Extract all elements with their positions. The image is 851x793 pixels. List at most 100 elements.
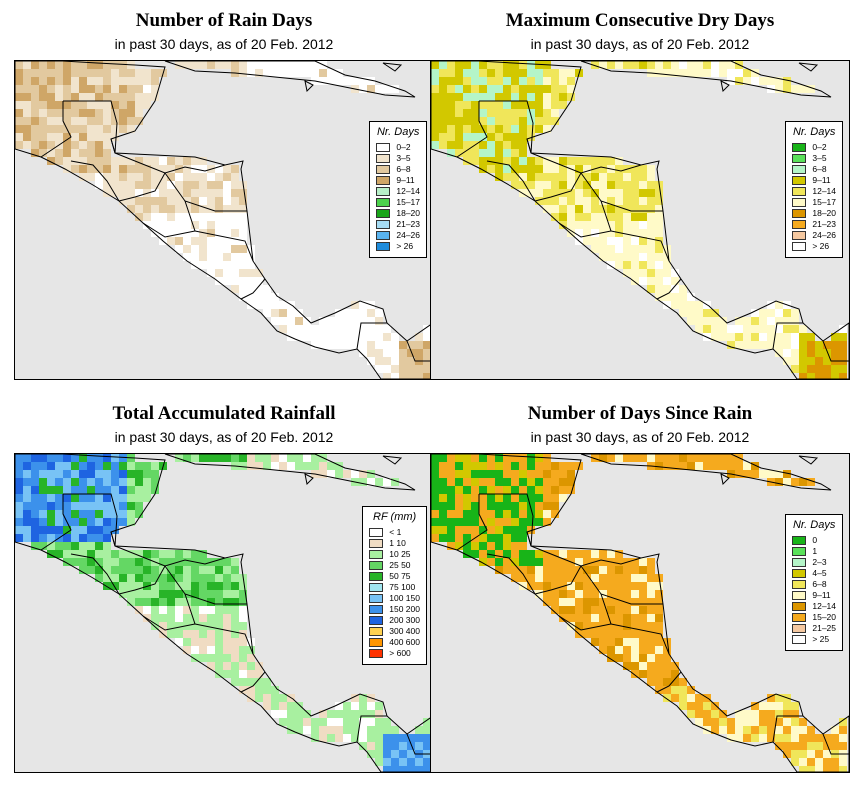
- grid-cell: [447, 125, 455, 133]
- legend-entry: 3–5: [792, 153, 836, 163]
- grid-cell: [415, 734, 423, 742]
- grid-cell: [231, 614, 239, 622]
- grid-cell: [295, 710, 303, 718]
- grid-cell: [103, 157, 111, 165]
- grid-cell: [671, 454, 679, 462]
- grid-cell: [623, 662, 631, 670]
- grid-cell: [639, 638, 647, 646]
- grid-cell: [351, 341, 359, 349]
- grid-cell: [391, 365, 399, 373]
- grid-cell: [711, 317, 719, 325]
- legend-entry: 9–11: [792, 175, 836, 185]
- grid-cell: [87, 542, 95, 550]
- grid-cell: [95, 125, 103, 133]
- grid-cell: [527, 518, 535, 526]
- grid-cell: [447, 534, 455, 542]
- grid-cell: [407, 758, 415, 766]
- grid-cell: [775, 470, 783, 478]
- grid-cell: [119, 590, 127, 598]
- grid-cell: [231, 662, 239, 670]
- grid-cell: [127, 93, 135, 101]
- grid-cell: [647, 189, 655, 197]
- grid-cell: [207, 237, 215, 245]
- grid-cell: [183, 614, 191, 622]
- grid-cell: [375, 333, 383, 341]
- grid-cell: [519, 117, 527, 125]
- grid-cell: [583, 237, 591, 245]
- grid-cell: [783, 341, 791, 349]
- grid-cell: [671, 686, 679, 694]
- grid-cell: [719, 69, 727, 77]
- grid-cell: [167, 213, 175, 221]
- grid-cell: [279, 702, 287, 710]
- grid-cell: [503, 558, 511, 566]
- grid-cell: [215, 173, 223, 181]
- grid-cell: [15, 470, 23, 478]
- grid-cell: [431, 486, 439, 494]
- grid-cell: [791, 742, 799, 750]
- grid-cell: [207, 630, 215, 638]
- grid-cell: [199, 606, 207, 614]
- grid-cell: [247, 694, 255, 702]
- grid-cell: [431, 470, 439, 478]
- grid-cell: [151, 213, 159, 221]
- grid-cell: [103, 486, 111, 494]
- grid-cell: [31, 149, 39, 157]
- grid-cell: [799, 718, 807, 726]
- grid-cell: [679, 686, 687, 694]
- grid-cell: [399, 373, 407, 379]
- grid-cell: [591, 229, 599, 237]
- grid-cell: [127, 85, 135, 93]
- grid-cell: [607, 454, 615, 462]
- grid-cell: [463, 486, 471, 494]
- grid-cell: [255, 662, 263, 670]
- grid-cell: [231, 205, 239, 213]
- grid-cell: [615, 598, 623, 606]
- grid-cell: [839, 726, 847, 734]
- grid-cell: [127, 165, 135, 173]
- grid-cell: [839, 766, 847, 772]
- grid-cell: [551, 173, 559, 181]
- grid-cell: [583, 558, 591, 566]
- grid-cell: [591, 550, 599, 558]
- grid-cell: [335, 325, 343, 333]
- grid-cell: [151, 582, 159, 590]
- grid-cell: [207, 221, 215, 229]
- grid-cell: [599, 165, 607, 173]
- grid-cell: [567, 622, 575, 630]
- grid-cell: [215, 606, 223, 614]
- grid-cell: [231, 646, 239, 654]
- grid-cell: [567, 566, 575, 574]
- grid-cell: [551, 165, 559, 173]
- grid-cell: [783, 333, 791, 341]
- grid-cell: [231, 678, 239, 686]
- grid-cell: [751, 317, 759, 325]
- grid-cell: [431, 69, 439, 77]
- grid-cell: [359, 301, 367, 309]
- grid-cell: [375, 710, 383, 718]
- grid-cell: [839, 349, 847, 357]
- grid-cell: [71, 502, 79, 510]
- grid-cell: [279, 710, 287, 718]
- grid-cell: [143, 494, 151, 502]
- grid-cell: [415, 333, 423, 341]
- grid-cell: [167, 550, 175, 558]
- legend-entry: 18–20: [376, 208, 420, 218]
- grid-cell: [39, 542, 47, 550]
- grid-cell: [47, 454, 55, 462]
- grid-cell: [391, 766, 399, 772]
- grid-cell: [663, 245, 671, 253]
- grid-cell: [543, 109, 551, 117]
- grid-cell: [239, 61, 247, 69]
- grid-cell: [87, 85, 95, 93]
- grid-cell: [79, 470, 87, 478]
- grid-cell: [615, 550, 623, 558]
- grid-cell: [135, 165, 143, 173]
- grid-cell: [351, 317, 359, 325]
- grid-cell: [519, 462, 527, 470]
- grid-cell: [735, 341, 743, 349]
- grid-cell: [87, 518, 95, 526]
- grid-cell: [551, 181, 559, 189]
- grid-cell: [143, 85, 151, 93]
- grid-cell: [31, 109, 39, 117]
